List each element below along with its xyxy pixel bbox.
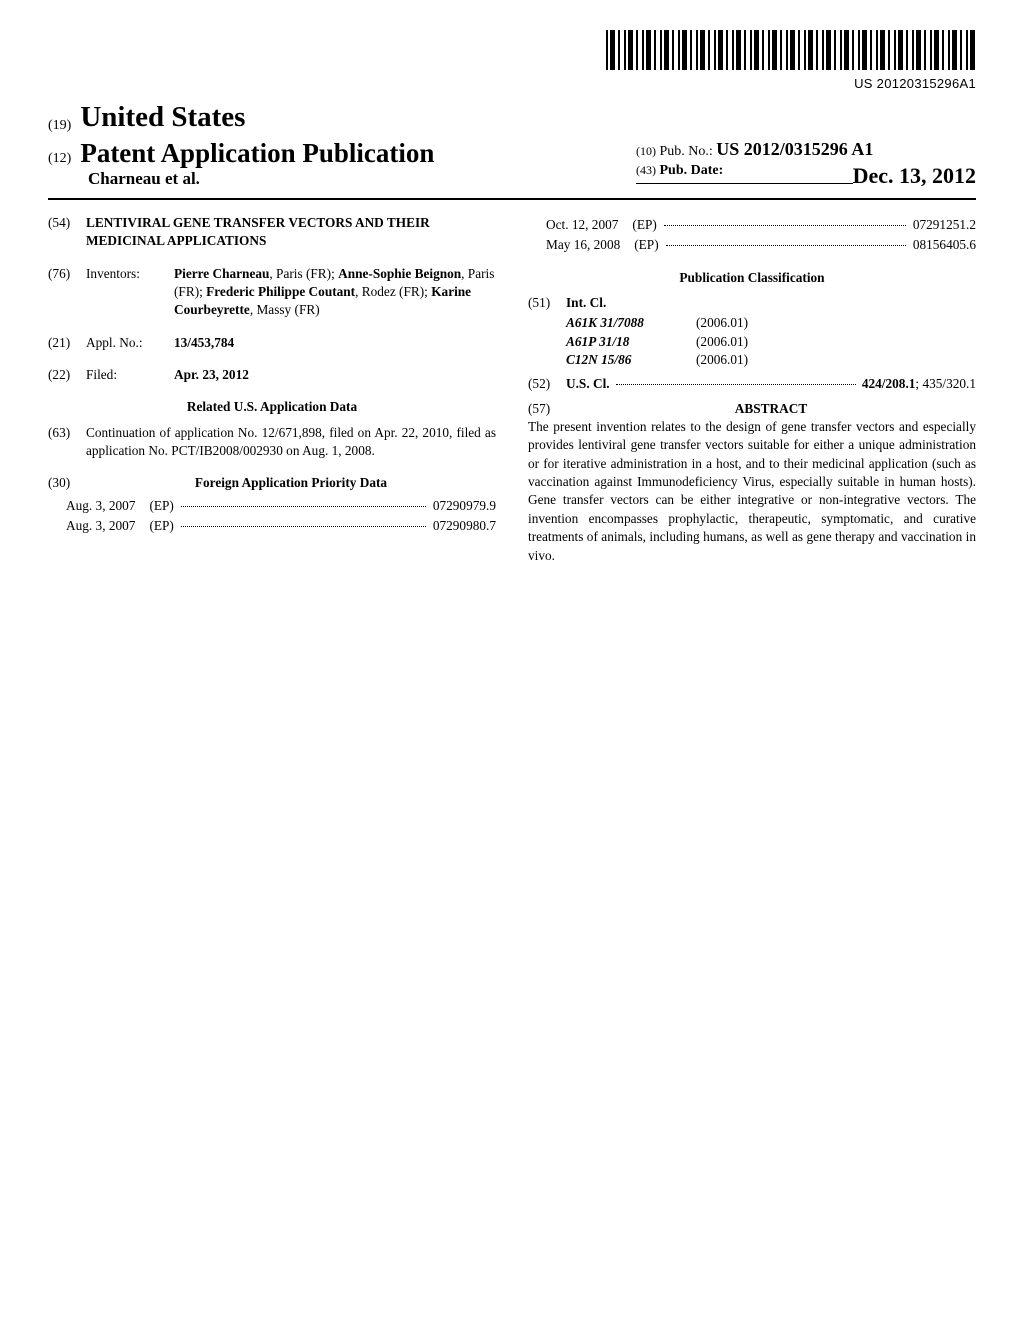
left-column: (54) LENTIVIRAL GENE TRANSFER VECTORS AN… <box>48 214 496 565</box>
intcl-row: A61K 31/7088 (2006.01) <box>528 314 976 332</box>
kind-code-19: (19) <box>48 118 71 134</box>
field-76-num: (76) <box>48 265 86 320</box>
field-21: (21) Appl. No.: 13/453,784 <box>48 334 496 352</box>
inventors-body: Pierre Charneau, Paris (FR); Anne-Sophie… <box>174 265 496 320</box>
pub-classification-head: Publication Classification <box>528 269 976 287</box>
field-22-num: (22) <box>48 366 86 384</box>
filed-date: Apr. 23, 2012 <box>174 366 496 384</box>
priority-num: 07290979.9 <box>433 497 496 515</box>
field-52-label: U.S. Cl. <box>566 375 610 393</box>
pub-left-block: (12) Patent Application Publication Char… <box>48 138 434 189</box>
priority-date: May 16, 2008 <box>546 236 620 254</box>
field-22-label: Filed: <box>86 366 174 384</box>
uscl-value-rest: ; 435/320.1 <box>915 376 976 391</box>
abstract-body: The present invention relates to the des… <box>528 418 976 565</box>
header-row: (19) United States <box>48 101 976 134</box>
barcode-graphic <box>606 30 976 70</box>
pub-date-kind: (43) <box>636 163 656 177</box>
priority-num: 08156405.6 <box>913 236 976 254</box>
field-51-label: Int. Cl. <box>566 295 606 310</box>
publication-row: (12) Patent Application Publication Char… <box>48 138 976 189</box>
field-54: (54) LENTIVIRAL GENE TRANSFER VECTORS AN… <box>48 214 496 251</box>
priority-dots <box>666 236 906 246</box>
field-57-num: (57) <box>528 400 566 418</box>
priority-date: Aug. 3, 2007 <box>66 497 135 515</box>
field-21-num: (21) <box>48 334 86 352</box>
priority-list-left: Aug. 3, 2007 (EP) 07290979.9 Aug. 3, 200… <box>48 497 496 536</box>
pub-date-label: Pub. Date: <box>660 163 724 178</box>
pub-no: US 2012/0315296 A1 <box>716 139 873 159</box>
priority-row: Aug. 3, 2007 (EP) 07290980.7 <box>48 517 496 535</box>
authors-line: Charneau et al. <box>48 169 434 189</box>
foreign-priority-head: Foreign Application Priority Data <box>86 474 496 492</box>
field-63-body: Continuation of application No. 12/671,8… <box>86 424 496 461</box>
barcode-text: US 20120315296A1 <box>854 76 976 91</box>
uscl-dots <box>616 375 856 385</box>
pub-right-block: (10) Pub. No.: US 2012/0315296 A1 (43) P… <box>636 139 976 189</box>
field-76: (76) Inventors: Pierre Charneau, Paris (… <box>48 265 496 320</box>
field-51-num: (51) <box>528 294 566 312</box>
intcl-code: A61P 31/18 <box>566 333 696 351</box>
kind-code-12: (12) <box>48 151 71 167</box>
intcl-list: A61K 31/7088 (2006.01) A61P 31/18 (2006.… <box>528 314 976 369</box>
field-22: (22) Filed: Apr. 23, 2012 <box>48 366 496 384</box>
priority-cc: (EP) <box>149 497 173 515</box>
priority-cc: (EP) <box>634 236 658 254</box>
pub-no-kind: (10) <box>636 144 656 158</box>
intcl-code: A61K 31/7088 <box>566 314 696 332</box>
intcl-version: (2006.01) <box>696 314 748 332</box>
priority-date: Aug. 3, 2007 <box>66 517 135 535</box>
priority-row: May 16, 2008 (EP) 08156405.6 <box>528 236 976 254</box>
field-52-num: (52) <box>528 375 566 393</box>
priority-num: 07290980.7 <box>433 517 496 535</box>
filed-date-value: Apr. 23, 2012 <box>174 367 249 382</box>
invention-title: LENTIVIRAL GENE TRANSFER VECTORS AND THE… <box>86 214 496 251</box>
field-63: (63) Continuation of application No. 12/… <box>48 424 496 461</box>
priority-cc: (EP) <box>149 517 173 535</box>
field-30: (30) Foreign Application Priority Data <box>48 474 496 492</box>
intcl-row: C12N 15/86 (2006.01) <box>528 351 976 369</box>
appl-no: 13/453,784 <box>174 334 496 352</box>
uscl-value-bold: 424/208.1 <box>862 376 916 391</box>
field-21-label: Appl. No.: <box>86 334 174 352</box>
priority-cc: (EP) <box>632 216 656 234</box>
abstract-head: ABSTRACT <box>566 400 976 418</box>
priority-row: Oct. 12, 2007 (EP) 07291251.2 <box>528 216 976 234</box>
pub-no-label: Pub. No.: <box>660 144 713 159</box>
priority-dots <box>181 497 426 507</box>
field-51: (51) Int. Cl. <box>528 294 976 312</box>
pub-right-rule <box>636 183 853 184</box>
two-column-body: (54) LENTIVIRAL GENE TRANSFER VECTORS AN… <box>48 214 976 565</box>
field-52: (52) U.S. Cl. 424/208.1; 435/320.1 <box>528 375 976 393</box>
field-30-num: (30) <box>48 474 86 492</box>
priority-dots <box>664 216 906 226</box>
pub-date: Dec. 13, 2012 <box>853 163 976 189</box>
field-57: (57) ABSTRACT <box>528 400 976 418</box>
field-76-label: Inventors: <box>86 265 174 320</box>
priority-row: Aug. 3, 2007 (EP) 07290979.9 <box>48 497 496 515</box>
intcl-row: A61P 31/18 (2006.01) <box>528 333 976 351</box>
field-63-num: (63) <box>48 424 86 461</box>
country-title: United States <box>80 101 245 134</box>
priority-num: 07291251.2 <box>913 216 976 234</box>
uscl-value: 424/208.1; 435/320.1 <box>862 375 976 393</box>
publication-title: Patent Application Publication <box>80 138 434 169</box>
priority-date: Oct. 12, 2007 <box>546 216 618 234</box>
main-rule <box>48 198 976 200</box>
related-data-head: Related U.S. Application Data <box>48 398 496 416</box>
intcl-version: (2006.01) <box>696 333 748 351</box>
intcl-code: C12N 15/86 <box>566 351 696 369</box>
right-column: Oct. 12, 2007 (EP) 07291251.2 May 16, 20… <box>528 214 976 565</box>
barcode-block: US 20120315296A1 <box>48 30 976 93</box>
appl-no-value: 13/453,784 <box>174 335 234 350</box>
intcl-version: (2006.01) <box>696 351 748 369</box>
field-54-num: (54) <box>48 214 86 251</box>
priority-list-right: Oct. 12, 2007 (EP) 07291251.2 May 16, 20… <box>528 216 976 255</box>
priority-dots <box>181 517 426 527</box>
